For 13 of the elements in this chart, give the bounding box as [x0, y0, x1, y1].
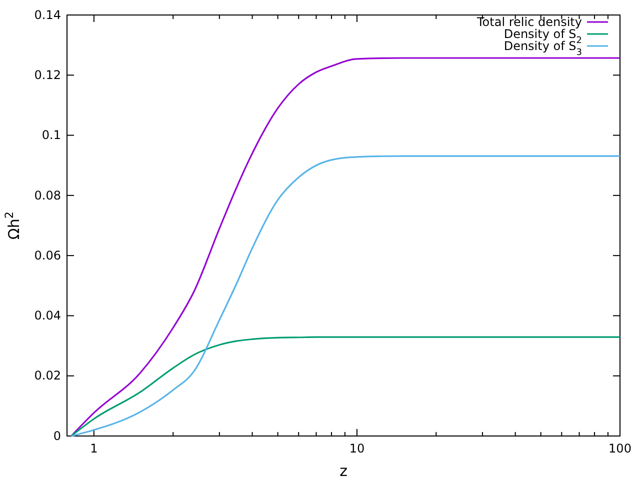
x-tick-label: 10 — [349, 442, 365, 456]
y-tick-label: 0.02 — [34, 368, 61, 383]
x-tick-label: 1 — [90, 442, 98, 456]
y-tick-label: 0.14 — [34, 8, 61, 22]
x-axis-title: z — [340, 462, 348, 480]
x-tick-label: 100 — [608, 442, 632, 456]
text: Total relic density — [476, 15, 582, 29]
y-tick-label: 0.1 — [42, 128, 61, 142]
y-tick-label: 0.08 — [34, 188, 61, 202]
y-tick-label: 0.06 — [34, 248, 61, 262]
y-tick-label: 0.12 — [34, 68, 61, 82]
y-tick-label: 0.04 — [34, 308, 61, 323]
y-tick-label: 0 — [53, 428, 61, 443]
